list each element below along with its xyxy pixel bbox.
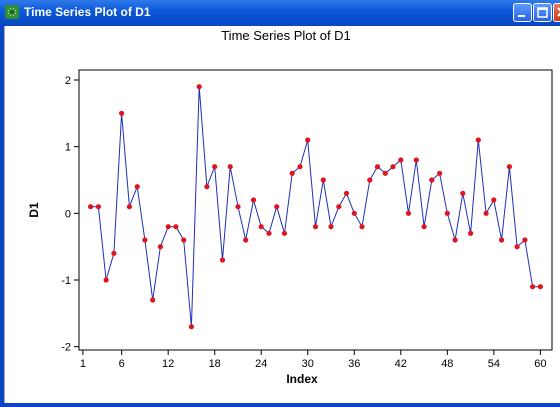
data-point <box>103 277 109 283</box>
data-point <box>421 224 427 230</box>
data-point <box>452 237 458 243</box>
window-frame-bottom <box>0 403 560 407</box>
data-point <box>336 204 342 210</box>
data-point <box>126 204 132 210</box>
data-point <box>173 224 179 230</box>
data-point <box>134 184 140 190</box>
data-point <box>320 177 326 183</box>
data-point <box>305 137 311 143</box>
data-point <box>196 84 202 90</box>
x-tick-label: 30 <box>302 358 314 370</box>
data-point <box>514 244 520 250</box>
close-icon <box>557 7 560 17</box>
x-tick-label: 48 <box>441 358 453 370</box>
data-point <box>111 250 117 256</box>
data-point <box>274 204 280 210</box>
x-tick-label: 6 <box>119 358 125 370</box>
data-point <box>119 110 125 116</box>
y-tick-label: -1 <box>61 275 71 287</box>
close-button[interactable] <box>553 3 560 22</box>
data-point <box>343 190 350 196</box>
data-point <box>483 210 489 216</box>
x-tick-label: 18 <box>209 358 221 370</box>
x-tick-label: 24 <box>255 358 267 370</box>
data-point <box>142 237 148 243</box>
minimize-button[interactable] <box>513 3 532 22</box>
data-point <box>460 190 466 196</box>
data-point <box>491 197 497 203</box>
data-point <box>328 224 334 230</box>
x-tick-label: 42 <box>395 358 407 370</box>
data-point <box>429 177 435 183</box>
maximize-button[interactable] <box>533 3 552 22</box>
y-tick-label: 2 <box>65 75 71 87</box>
x-axis-label: Index <box>286 372 318 386</box>
x-axis: 1 6 12 18 24 30 36 42 48 54 60 <box>80 350 546 370</box>
window-frame-left <box>0 26 4 407</box>
data-points <box>88 84 544 330</box>
data-point <box>281 230 288 236</box>
data-point <box>506 164 512 170</box>
data-point <box>537 284 544 290</box>
data-point <box>188 324 194 330</box>
x-tick-label: 36 <box>348 358 360 370</box>
window-title: Time Series Plot of D1 <box>24 5 151 19</box>
data-point <box>297 164 303 170</box>
x-tick-label: 12 <box>162 358 174 370</box>
minimize-icon <box>518 15 525 17</box>
x-tick-label: 54 <box>488 358 500 370</box>
data-point <box>88 204 94 210</box>
data-point <box>150 297 156 303</box>
y-tick-label: 1 <box>65 142 71 154</box>
graph-client-area[interactable]: Time Series Plot of D1 -2 -1 0 1 2 1 6 12 18 24 3… <box>4 26 560 403</box>
data-point <box>522 237 528 243</box>
data-point <box>212 164 218 170</box>
data-point <box>499 237 505 243</box>
data-point <box>468 230 474 236</box>
data-point <box>530 284 536 290</box>
data-point <box>95 204 101 210</box>
data-point <box>204 184 210 190</box>
data-point <box>219 257 226 263</box>
data-point <box>390 164 396 170</box>
x-tick-label: 60 <box>534 358 546 370</box>
plot-area <box>78 69 553 351</box>
data-point <box>181 237 187 243</box>
data-point <box>475 137 481 143</box>
y-axis: -2 -1 0 1 2 <box>61 75 79 354</box>
data-point <box>351 210 357 216</box>
data-point <box>398 157 404 163</box>
y-tick-label: -2 <box>61 342 71 354</box>
data-point <box>258 224 264 230</box>
data-point <box>437 170 443 176</box>
data-point <box>444 210 450 216</box>
data-point <box>405 210 412 216</box>
data-point <box>367 177 373 183</box>
title-bar[interactable]: Time Series Plot of D1 <box>0 0 560 26</box>
data-point <box>382 170 388 176</box>
chart-title: Time Series Plot of D1 <box>221 28 351 43</box>
y-tick-label: 0 <box>65 208 71 220</box>
data-point <box>250 197 257 203</box>
data-point <box>312 224 319 230</box>
data-point <box>165 224 171 230</box>
data-point <box>289 170 295 176</box>
data-point <box>157 244 163 250</box>
y-axis-label: D1 <box>27 202 41 218</box>
maximize-icon <box>537 7 548 18</box>
data-point <box>374 164 381 170</box>
data-point <box>243 237 249 243</box>
minitab-graph-icon <box>5 5 19 19</box>
data-point <box>227 164 233 170</box>
data-point <box>413 157 419 163</box>
data-point <box>266 230 272 236</box>
data-point <box>359 224 365 230</box>
data-point <box>235 204 241 210</box>
x-tick-label: 1 <box>80 358 86 370</box>
